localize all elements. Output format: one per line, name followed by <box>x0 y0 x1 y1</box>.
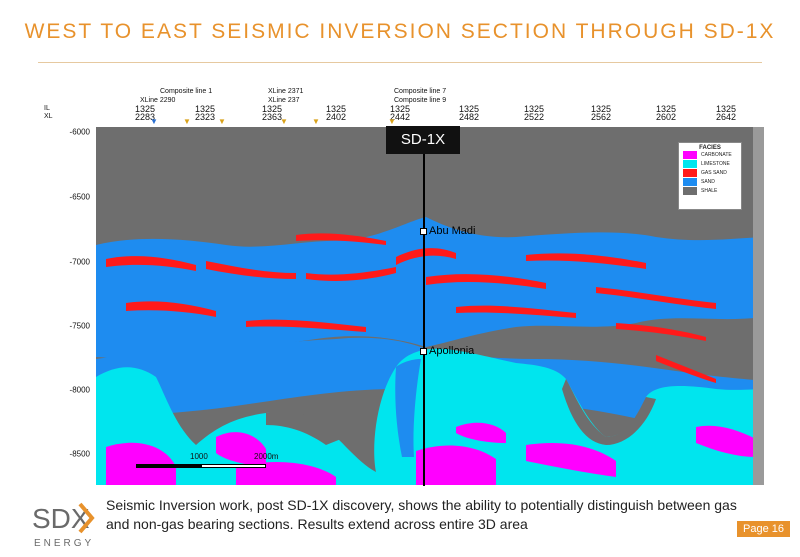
legend-label: SHALE <box>701 188 718 194</box>
horizon-marker-icon <box>420 347 427 355</box>
il-tick: 1325 <box>459 104 480 114</box>
il-tick: 1325 <box>716 104 737 114</box>
seismic-inversion-section <box>96 127 764 485</box>
logo-sub: ENERGY <box>34 538 94 549</box>
well-label: SD-1X <box>386 126 460 154</box>
depth-tick: -6000 <box>69 127 90 137</box>
xl-tick: 2642 <box>716 112 737 122</box>
legend-label: LIMESTONE <box>701 161 730 167</box>
section-edge-bar <box>753 127 764 485</box>
composite-line-1-label: Composite line 1 <box>160 88 213 95</box>
xl-tick: 2442 <box>390 112 411 122</box>
il-tick: 1325 <box>135 104 156 114</box>
legend-item: LIMESTONE <box>679 160 741 169</box>
il-tick: 1325 <box>524 104 545 114</box>
xl-tick: 2323 <box>195 112 216 122</box>
scale-end-label: 2000m <box>254 452 279 461</box>
sdx-logo-graphic: SDX ENERGY <box>32 502 95 549</box>
il-tick: 1325 <box>656 104 677 114</box>
marker-triangle-icon: ▼ <box>218 117 226 126</box>
xline-2290-label: XLine 2290 <box>140 97 176 104</box>
horizon-label: Apollonia <box>429 345 475 357</box>
legend-swatch <box>683 187 697 195</box>
depth-tick: -8000 <box>69 385 90 395</box>
legend-label: CARBONATE <box>701 152 732 158</box>
xl-tick: 2522 <box>524 112 545 122</box>
legend-swatch <box>683 178 697 186</box>
il-row-label: IL <box>44 105 50 112</box>
legend-swatch <box>683 151 697 159</box>
horizon-label: Abu Madi <box>429 225 476 237</box>
marker-triangle-icon: ▼ <box>183 117 191 126</box>
horizon-marker-icon <box>420 227 427 235</box>
scale-bar: 1000 2000m <box>136 452 278 482</box>
xl-row-label: XL <box>44 113 53 120</box>
seismic-header: IL XL Composite line 1 XLine 2290 XLine … <box>40 88 760 128</box>
well-trajectory-line <box>423 126 425 486</box>
depth-tick: -7500 <box>69 321 90 331</box>
marker-triangle-icon: ▼ <box>388 117 396 126</box>
facies-section-graphic <box>96 127 764 485</box>
horizon-apollonia: Apollonia <box>420 345 474 357</box>
depth-axis: -6000 -6500 -7000 -7500 -8000 -8500 <box>40 127 96 485</box>
legend-item: SAND <box>679 178 741 187</box>
legend-label: SAND <box>701 179 715 185</box>
il-tick: 1325 <box>262 104 283 114</box>
depth-tick: -7000 <box>69 257 90 267</box>
depth-tick: -6500 <box>69 192 90 202</box>
page-number: Page 16 <box>737 521 790 537</box>
xl-tick: 2602 <box>656 112 677 122</box>
composite-line-7-label: Composite line 7 <box>394 88 447 95</box>
sdx-logo: SDX ENERGY <box>30 494 100 552</box>
legend-swatch <box>683 160 697 168</box>
scale-mid-label: 1000 <box>190 452 208 461</box>
scale-bar-segment <box>201 464 266 468</box>
il-tick: 1325 <box>591 104 612 114</box>
legend-item: CARBONATE <box>679 151 741 160</box>
caption-text: Seismic Inversion work, post SD-1X disco… <box>106 497 737 532</box>
il-tick: 1325 <box>195 104 216 114</box>
title-divider <box>38 62 762 63</box>
xl-tick: 2562 <box>591 112 612 122</box>
horizon-abu-madi: Abu Madi <box>420 225 475 237</box>
page-title: WEST TO EAST SEISMIC INVERSION SECTION T… <box>24 20 776 43</box>
composite-line-9-label: Composite line 9 <box>394 97 447 104</box>
marker-triangle-icon: ▼ <box>280 117 288 126</box>
il-tick: 1325 <box>326 104 347 114</box>
scale-bar-segment <box>136 464 201 468</box>
facies-legend: FACIES CARBONATE LIMESTONE GAS SAND SAND… <box>678 142 742 210</box>
il-tick: 1325 <box>390 104 411 114</box>
xl-tick: 2363 <box>262 112 283 122</box>
legend-label: GAS SAND <box>701 170 727 176</box>
marker-triangle-icon: ▼ <box>150 117 158 126</box>
legend-swatch <box>683 169 697 177</box>
depth-tick: -8500 <box>69 449 90 459</box>
xl-tick: 2482 <box>459 112 480 122</box>
xl-tick: 2402 <box>326 112 347 122</box>
legend-item: GAS SAND <box>679 169 741 178</box>
xline-2371-label: XLine 2371 <box>268 88 304 95</box>
legend-item: SHALE <box>679 187 741 196</box>
xl-tick: 2283 <box>135 112 156 122</box>
xline-237-label: XLine 237 <box>268 97 300 104</box>
legend-title: FACIES <box>699 145 721 151</box>
marker-triangle-icon: ▼ <box>312 117 320 126</box>
